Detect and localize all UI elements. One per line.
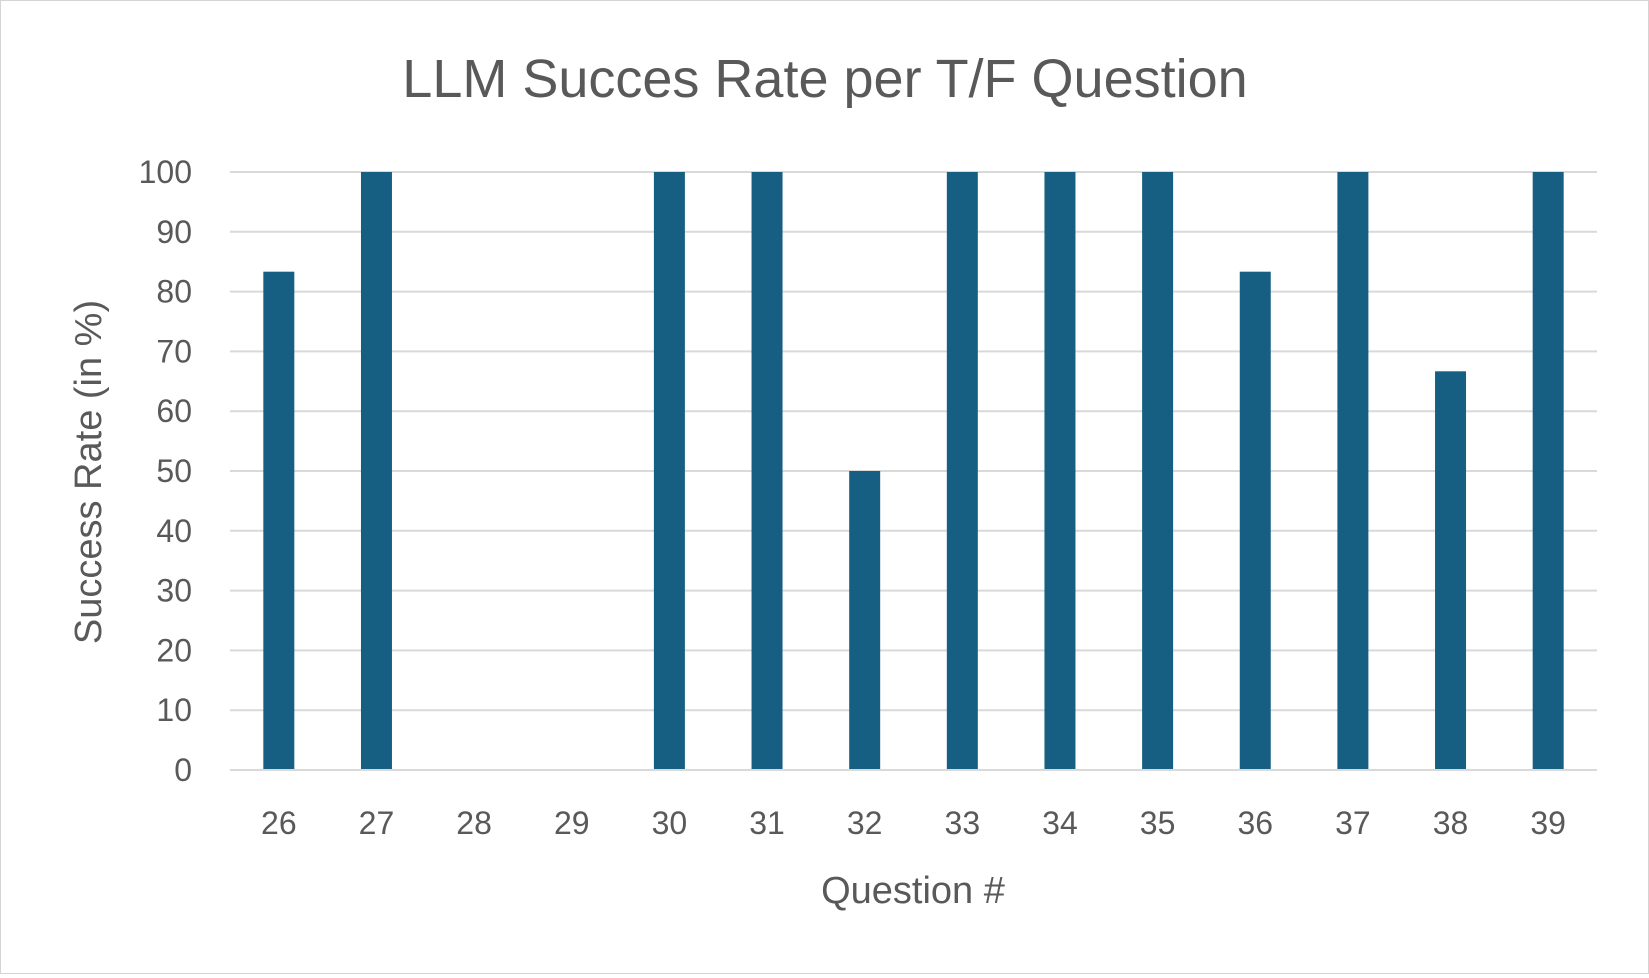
y-tick-label: 0 bbox=[174, 752, 192, 788]
bars bbox=[230, 172, 1597, 771]
x-tick-label: 33 bbox=[945, 805, 981, 841]
bar-question-39 bbox=[1532, 172, 1564, 770]
y-tick-label: 100 bbox=[139, 154, 192, 190]
chart-title: LLM Succes Rate per T/F Question bbox=[402, 49, 1247, 109]
bar-question-35 bbox=[1142, 172, 1174, 770]
bar-question-36 bbox=[1239, 271, 1271, 770]
bar-question-32 bbox=[849, 471, 881, 770]
y-tick-label: 80 bbox=[156, 274, 192, 310]
bar-question-33 bbox=[946, 172, 978, 770]
x-tick-label: 29 bbox=[554, 805, 590, 841]
bar-question-34 bbox=[1044, 172, 1076, 770]
x-tick-label: 38 bbox=[1433, 805, 1469, 841]
bar-question-27 bbox=[360, 172, 392, 770]
x-tick-label: 32 bbox=[847, 805, 883, 841]
y-tick-label: 90 bbox=[156, 214, 192, 250]
x-tick-label: 39 bbox=[1530, 805, 1566, 841]
x-tick-label: 35 bbox=[1140, 805, 1176, 841]
bar-question-30 bbox=[653, 172, 685, 770]
gridlines bbox=[230, 171, 1597, 771]
y-tick-label: 20 bbox=[156, 632, 192, 668]
y-tick-label: 50 bbox=[156, 453, 192, 489]
y-tick-label: 70 bbox=[156, 333, 192, 369]
x-tick-label: 30 bbox=[652, 805, 688, 841]
y-tick-label: 60 bbox=[156, 393, 192, 429]
bar-question-26 bbox=[263, 271, 295, 770]
x-tick-label: 31 bbox=[749, 805, 785, 841]
y-tick-label: 10 bbox=[156, 692, 192, 728]
x-tick-label: 28 bbox=[456, 805, 492, 841]
x-axis-title: Question # bbox=[821, 870, 1005, 912]
bar-question-31 bbox=[751, 172, 783, 770]
y-tick-label: 30 bbox=[156, 573, 192, 609]
x-tick-label: 27 bbox=[359, 805, 395, 841]
x-tick-label: 26 bbox=[261, 805, 297, 841]
x-tick-label: 34 bbox=[1042, 805, 1078, 841]
y-axis-ticks: 0 10 20 30 40 50 60 70 80 90 100 bbox=[139, 154, 192, 788]
bar-question-38 bbox=[1435, 371, 1467, 770]
y-tick-label: 40 bbox=[156, 513, 192, 549]
x-tick-label: 37 bbox=[1335, 805, 1371, 841]
bar-question-37 bbox=[1337, 172, 1369, 770]
x-tick-label: 36 bbox=[1237, 805, 1273, 841]
x-axis-ticks: 26 27 28 29 30 31 32 33 34 35 36 37 38 39 bbox=[261, 805, 1566, 841]
y-axis-title: Success Rate (in %) bbox=[68, 300, 110, 644]
